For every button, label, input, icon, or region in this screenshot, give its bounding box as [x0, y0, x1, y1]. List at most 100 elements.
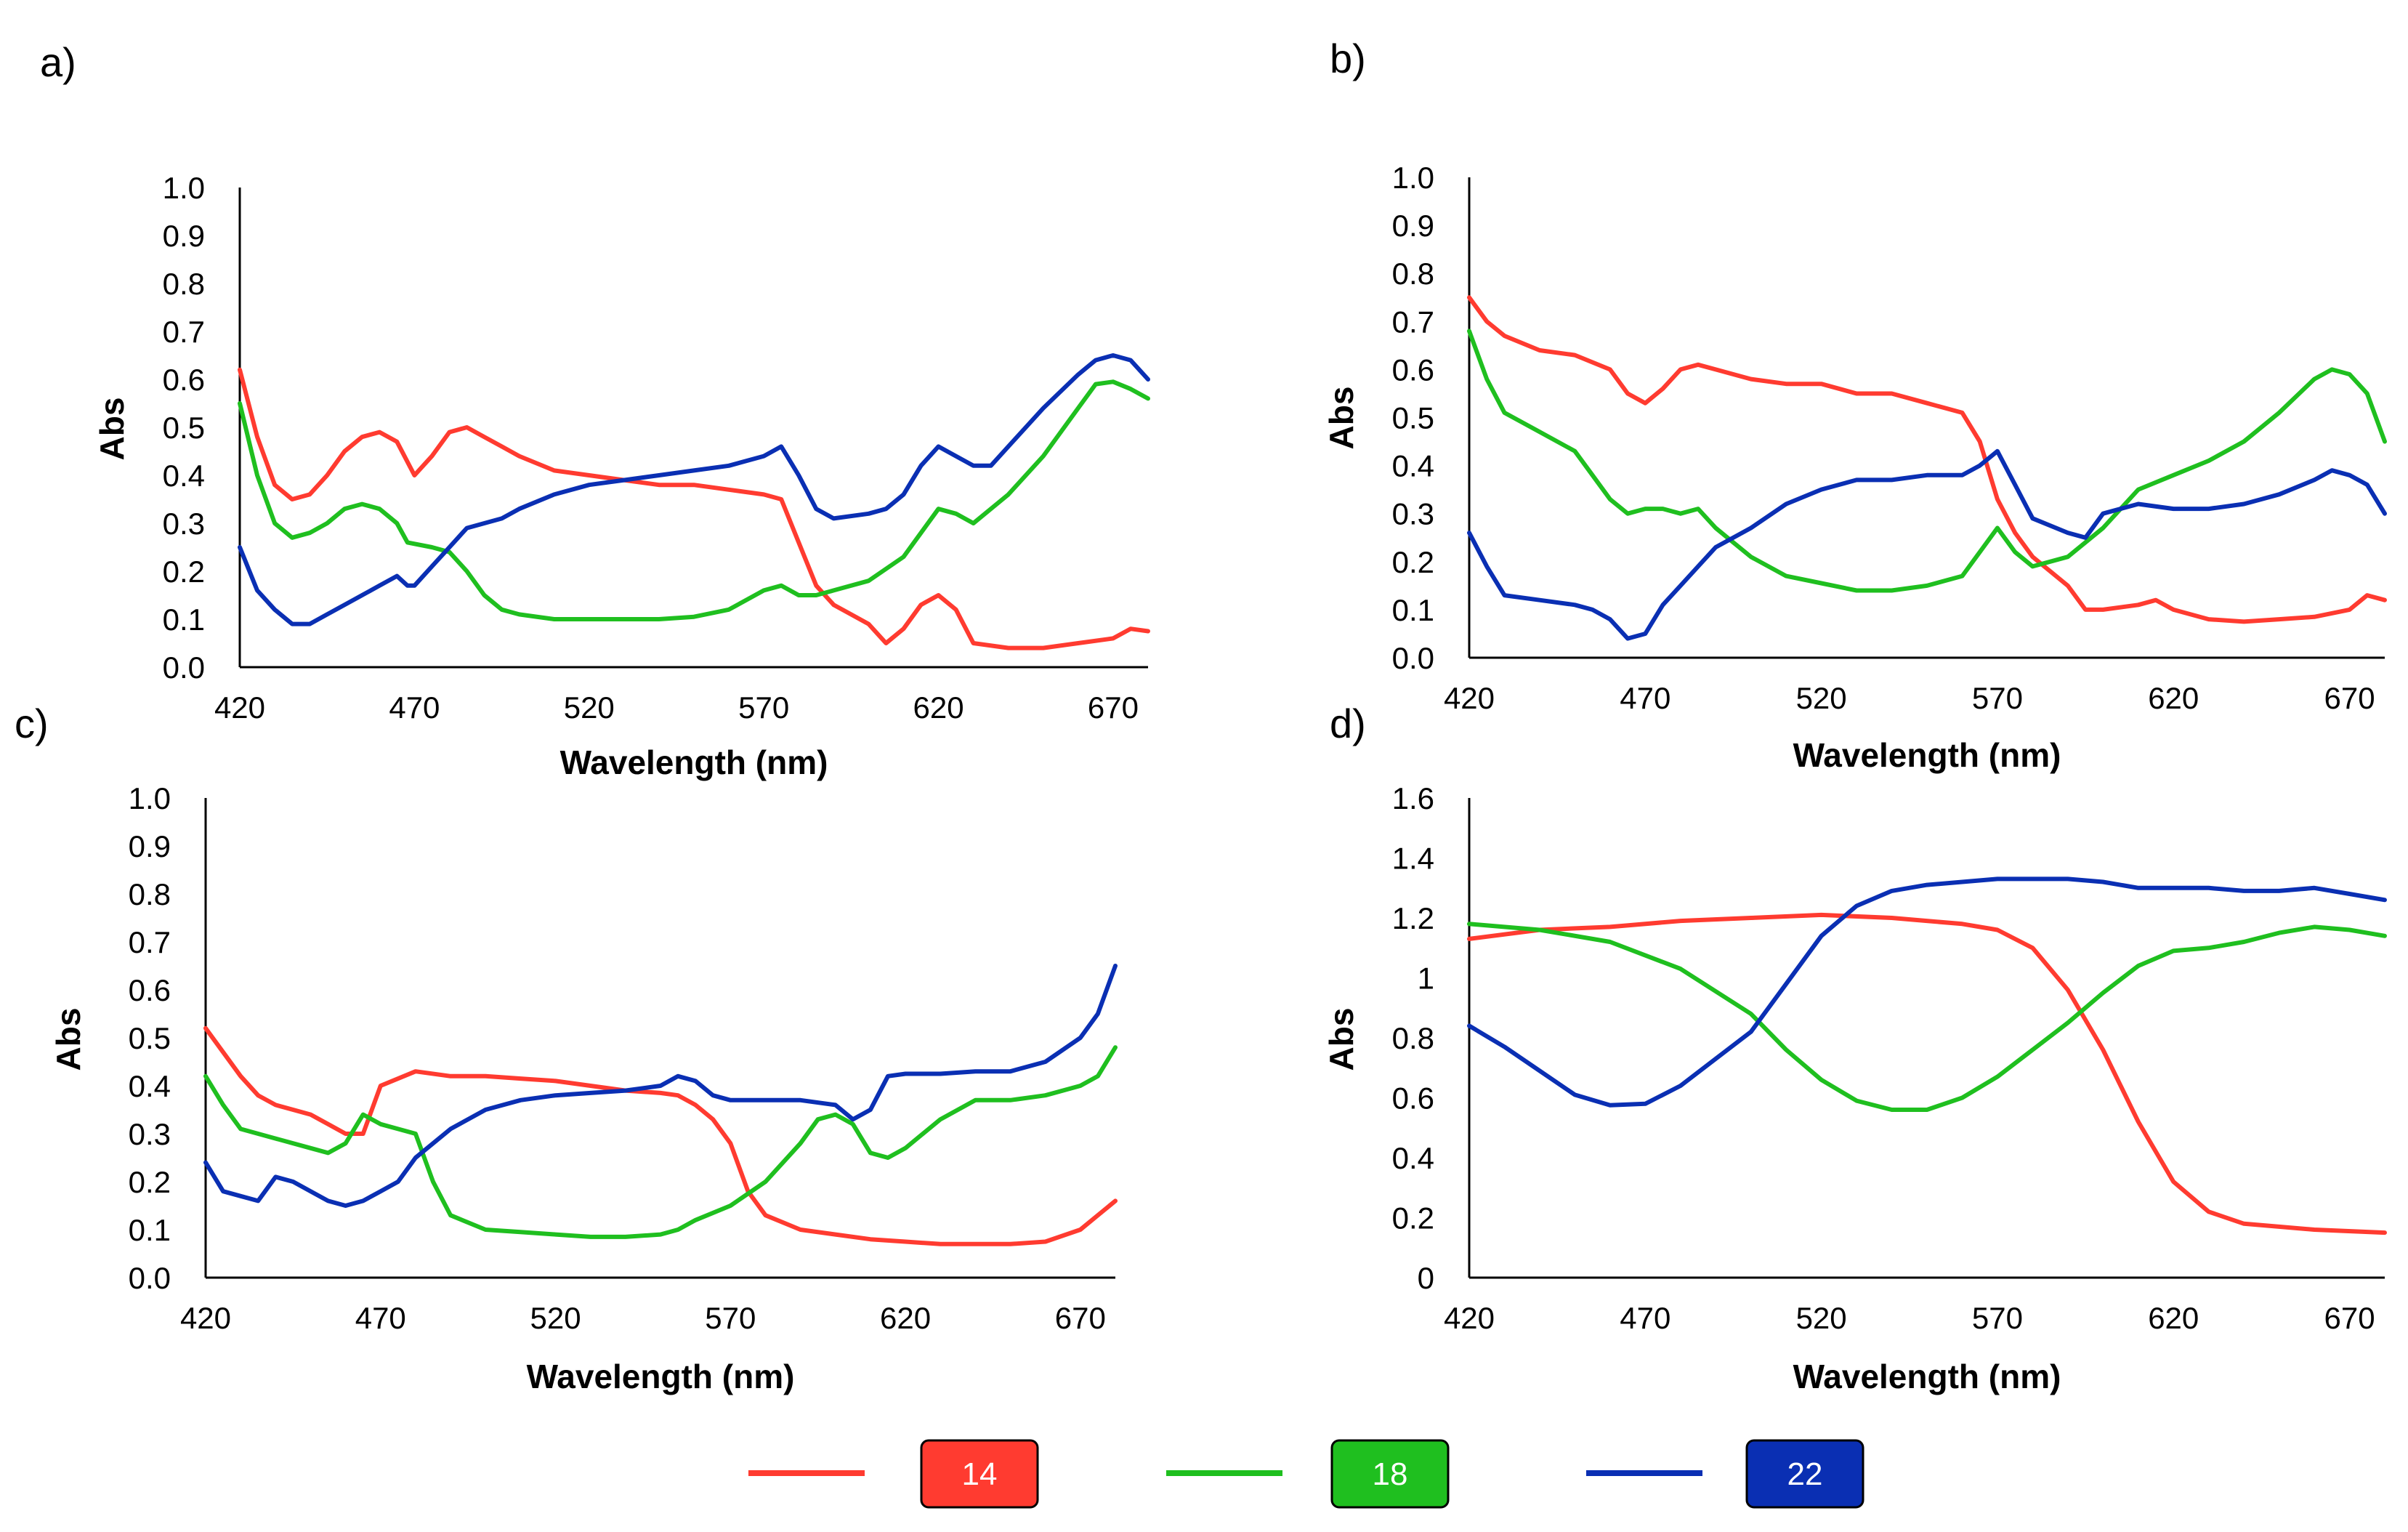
y-tick-label: 1.2 — [1392, 901, 1434, 935]
x-tick-label: 520 — [1796, 1301, 1847, 1335]
panel-label: a) — [40, 39, 76, 85]
x-tick-label: 620 — [2148, 681, 2199, 715]
y-tick-label: 0.8 — [1392, 1021, 1434, 1055]
y-tick-label: 1.0 — [163, 171, 205, 205]
series-line-14 — [1467, 295, 2387, 624]
legend-box-18 — [1330, 1439, 1450, 1509]
x-tick-label: 520 — [530, 1301, 581, 1335]
legend-label: 22 — [1787, 1456, 1823, 1492]
chart-panel-c: c) 0.0 0.1 0.2 0.3 0.4 0.5 0.6 0.7 0.8 0.9 1.0 420 47… — [15, 701, 1118, 1395]
y-axis-title: Abs — [49, 1008, 87, 1071]
series-line-18 — [1467, 922, 2387, 1112]
panel-label: b) — [1330, 36, 1366, 81]
y-tick-label: 0.5 — [1392, 401, 1434, 435]
x-tick-label: 670 — [1088, 690, 1139, 725]
legend-label: 14 — [962, 1456, 998, 1492]
y-tick-label: 0.2 — [129, 1165, 171, 1199]
x-tick-label: 470 — [389, 690, 440, 725]
y-tick-label: 0.0 — [1392, 641, 1434, 675]
y-tick-label: 0.0 — [163, 650, 205, 685]
y-tick-label: 1.6 — [1392, 781, 1434, 815]
series-line-18 — [203, 1045, 1118, 1239]
y-tick-label: 0.3 — [129, 1117, 171, 1151]
y-tick-label: 0.1 — [1392, 593, 1434, 627]
y-axis-title: Abs — [93, 398, 131, 461]
y-tick-label: 0.9 — [1392, 209, 1434, 243]
chart-panel-d: d) 0 0.2 0.4 0.6 0.8 1 1.2 1.4 1.6 420 470 520 570 620… — [1322, 701, 2387, 1395]
x-tick-label: 470 — [1620, 1301, 1670, 1335]
panel-label: d) — [1330, 701, 1366, 746]
y-tick-label: 0.2 — [1392, 545, 1434, 579]
y-tick-label: 0.2 — [163, 555, 205, 589]
x-axis-title: Wavelength (nm) — [1793, 736, 2061, 774]
y-tick-label: 0.4 — [1392, 449, 1434, 483]
y-tick-label: 0.1 — [163, 602, 205, 637]
x-tick-label: 620 — [880, 1301, 931, 1335]
y-tick-label: 0.1 — [129, 1213, 171, 1247]
y-tick-label: 0 — [1418, 1261, 1434, 1295]
y-tick-label: 0.6 — [129, 973, 171, 1007]
legend-label: 18 — [1373, 1456, 1408, 1492]
x-tick-label: 520 — [1796, 681, 1847, 715]
x-axis-title: Wavelength (nm) — [527, 1358, 795, 1395]
y-tick-label: 0.7 — [163, 315, 205, 349]
y-tick-label: 0.3 — [1392, 497, 1434, 531]
x-tick-label: 570 — [705, 1301, 756, 1335]
x-tick-label: 620 — [913, 690, 963, 725]
y-tick-label: 0.4 — [129, 1069, 171, 1103]
y-tick-label: 0.9 — [129, 829, 171, 863]
panel-label: c) — [15, 701, 49, 746]
x-tick-label: 420 — [180, 1301, 231, 1335]
y-tick-label: 0.7 — [129, 925, 171, 959]
y-tick-label: 1 — [1418, 961, 1434, 996]
y-tick-label: 0.9 — [163, 219, 205, 253]
x-tick-label: 570 — [1972, 1301, 2023, 1335]
series-line-22 — [238, 353, 1150, 626]
x-tick-label: 570 — [738, 690, 789, 725]
y-tick-label: 0.5 — [163, 411, 205, 445]
legend-box-14 — [920, 1439, 1039, 1509]
x-tick-label: 670 — [2324, 1301, 2375, 1335]
series-line-18 — [238, 379, 1150, 621]
y-tick-label: 0.8 — [163, 267, 205, 301]
y-tick-label: 1.0 — [129, 781, 171, 815]
chart-panel-a: a) 0.0 0.1 0.2 0.3 0.4 0.5 0.6 0.7 0.8 0.9 1.0 420 47… — [40, 39, 1150, 781]
y-tick-label: 0.7 — [1392, 305, 1434, 339]
chart-panel-b: b) 0.0 0.1 0.2 0.3 0.4 0.5 0.6 0.7 0.8 0.9 1.0 420 47… — [1322, 36, 2387, 774]
y-tick-label: 1.0 — [1392, 161, 1434, 195]
series-line-14 — [203, 1025, 1118, 1246]
y-tick-label: 0.2 — [1392, 1201, 1434, 1235]
y-tick-label: 0.0 — [129, 1261, 171, 1295]
x-tick-label: 470 — [1620, 681, 1670, 715]
x-tick-label: 570 — [1972, 681, 2023, 715]
series-line-14 — [1467, 912, 2387, 1235]
x-tick-label: 620 — [2148, 1301, 2199, 1335]
series-line-22 — [1467, 876, 2387, 1108]
y-axis-title: Abs — [1322, 387, 1360, 450]
x-tick-label: 470 — [355, 1301, 406, 1335]
y-tick-label: 0.8 — [1392, 257, 1434, 291]
series-line-18 — [1467, 328, 2387, 593]
y-tick-label: 0.6 — [163, 363, 205, 397]
series-line-22 — [1467, 448, 2387, 641]
y-tick-label: 0.4 — [1392, 1141, 1434, 1175]
x-axis-title: Wavelength (nm) — [560, 743, 828, 781]
x-tick-label: 670 — [2324, 681, 2375, 715]
legend: 14 18 22 — [748, 1439, 1864, 1509]
y-tick-label: 0.8 — [129, 877, 171, 911]
x-tick-label: 420 — [1444, 681, 1495, 715]
x-tick-label: 520 — [564, 690, 615, 725]
y-tick-label: 0.6 — [1392, 352, 1434, 387]
series-line-22 — [203, 964, 1118, 1208]
x-tick-label: 420 — [1444, 1301, 1495, 1335]
x-tick-label: 420 — [214, 690, 265, 725]
y-tick-label: 0.3 — [163, 507, 205, 541]
x-tick-label: 670 — [1055, 1301, 1106, 1335]
y-tick-label: 1.4 — [1392, 842, 1434, 876]
y-tick-label: 0.4 — [163, 459, 205, 493]
x-axis-title: Wavelength (nm) — [1793, 1358, 2061, 1395]
legend-box-22 — [1745, 1439, 1864, 1509]
y-tick-label: 0.6 — [1392, 1081, 1434, 1116]
series-line-14 — [238, 367, 1150, 650]
